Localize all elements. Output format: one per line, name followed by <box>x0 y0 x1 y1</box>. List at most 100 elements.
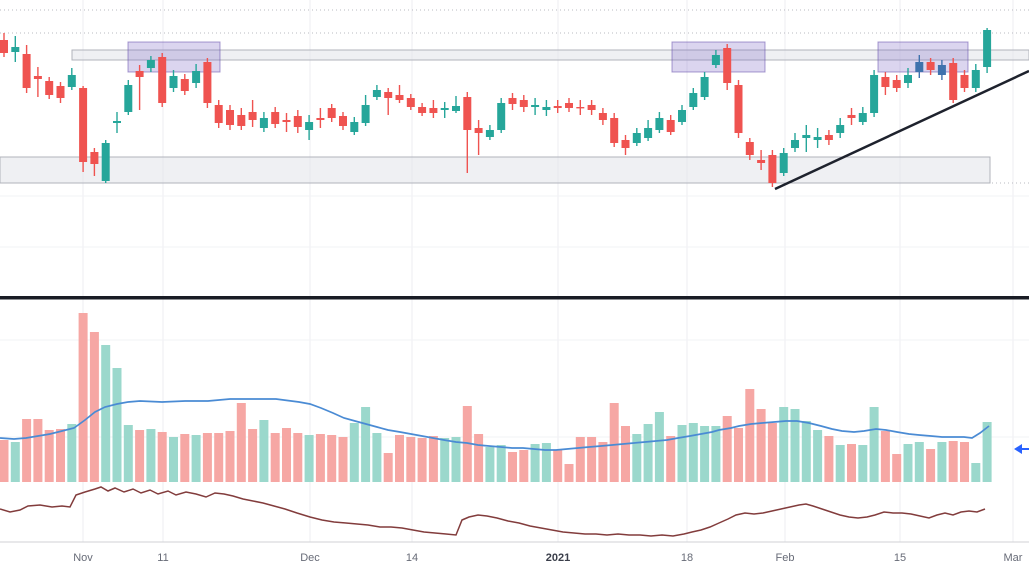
candle-body <box>892 80 901 88</box>
trendline[interactable] <box>774 69 1029 191</box>
volume-bar <box>395 435 404 482</box>
pane-divider[interactable] <box>0 296 1029 300</box>
candle-body <box>429 108 438 113</box>
volume-bar <box>700 426 710 482</box>
supply-zone-1[interactable] <box>127 41 221 73</box>
candle <box>904 68 912 88</box>
candle <box>598 108 607 125</box>
time-axis-label: Nov <box>73 552 93 564</box>
candle <box>813 128 822 148</box>
volume-bar <box>157 432 167 482</box>
volume-bar <box>259 420 269 482</box>
volume-bar <box>779 407 789 482</box>
candle <box>960 70 969 92</box>
candle-body <box>666 120 675 132</box>
time-axis-label: 14 <box>406 552 418 564</box>
time-axis-label: Dec <box>300 552 320 564</box>
candle-body <box>813 137 822 140</box>
candle-body <box>418 107 427 113</box>
time-axis[interactable]: Nov 11 Dec 14 2021 18 Feb 15 Mar <box>73 552 1023 564</box>
candle-body <box>576 107 585 109</box>
candle-body <box>700 77 709 97</box>
volume-bar <box>89 332 99 482</box>
candle <box>949 58 958 103</box>
candle <box>0 33 8 57</box>
volume-bar <box>236 403 246 482</box>
candle-body <box>881 77 890 87</box>
candle-body <box>67 75 76 87</box>
candle-body <box>497 103 506 130</box>
candle-body <box>836 125 845 133</box>
volume-bar <box>202 433 212 482</box>
candle-body <box>791 140 799 148</box>
candle <box>33 67 42 97</box>
price-marker-arrow <box>1014 444 1029 454</box>
volume-bar <box>767 423 777 482</box>
candle <box>485 125 494 140</box>
candle <box>158 53 167 107</box>
volume-bar <box>914 442 924 482</box>
volume-bar <box>598 442 608 482</box>
volume-bar <box>112 368 122 482</box>
support-band[interactable] <box>0 156 991 184</box>
candle-body <box>259 118 268 128</box>
candle-body <box>169 76 178 88</box>
candle <box>350 117 359 135</box>
candle <box>327 104 336 122</box>
volume-bar <box>22 419 32 482</box>
candle-body <box>271 112 280 124</box>
candle <box>180 74 189 95</box>
marker-head <box>1014 444 1022 454</box>
candle-body <box>745 142 754 155</box>
candle <box>553 100 562 113</box>
candle <box>372 85 381 100</box>
candle-body <box>474 128 483 133</box>
volume-bar <box>801 421 811 482</box>
volume-bar <box>756 409 766 482</box>
candle <box>384 88 393 115</box>
volume-bar <box>428 436 438 482</box>
volume-bar <box>722 416 732 482</box>
candle <box>926 58 935 75</box>
candle <box>406 94 415 110</box>
volume-bar <box>485 447 495 482</box>
candle <box>802 125 811 152</box>
candle <box>113 112 121 133</box>
candle <box>508 93 517 110</box>
candle-body <box>644 128 653 138</box>
volume-bar <box>78 313 88 482</box>
candle <box>45 77 54 99</box>
candle <box>237 108 246 130</box>
candle <box>757 150 766 170</box>
candle <box>587 100 596 115</box>
candle <box>655 112 664 133</box>
volume-bar <box>835 445 845 482</box>
candle <box>79 86 88 172</box>
volume-bar <box>349 423 359 482</box>
candle-body <box>485 130 494 137</box>
candle-body <box>452 106 460 111</box>
volume-bar <box>971 463 981 482</box>
candle <box>124 80 133 115</box>
candle <box>259 112 268 132</box>
candle <box>418 103 427 116</box>
indicator-line <box>0 486 986 537</box>
candle <box>395 85 404 103</box>
volume-bar <box>575 437 585 482</box>
candle <box>971 64 980 92</box>
volume-bar <box>564 464 574 482</box>
volume-bar <box>67 424 77 482</box>
candle-body <box>689 93 698 107</box>
resistance-band[interactable] <box>71 49 1029 61</box>
volume-bar <box>677 425 687 482</box>
candle <box>915 55 924 78</box>
volume-bar <box>383 453 393 482</box>
volume-bar <box>519 450 529 482</box>
candle <box>474 120 483 155</box>
candle-body <box>158 57 167 103</box>
volume-bar <box>361 407 371 482</box>
candle-body <box>983 30 992 67</box>
candle-body <box>135 71 144 77</box>
